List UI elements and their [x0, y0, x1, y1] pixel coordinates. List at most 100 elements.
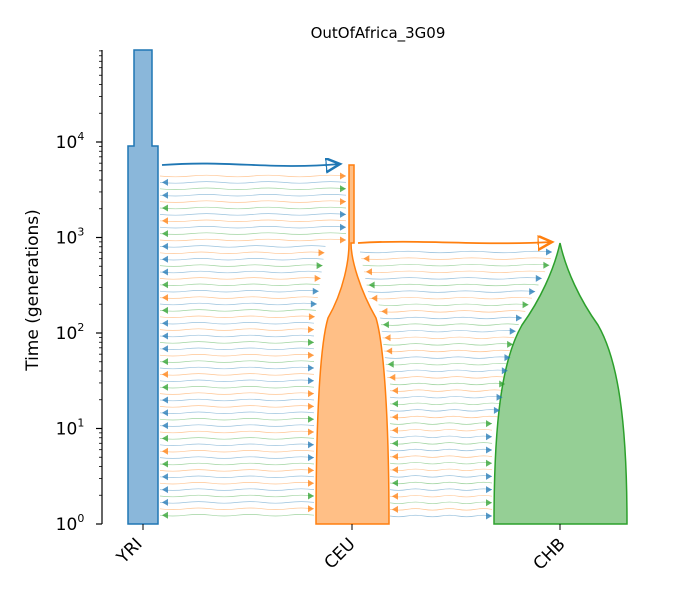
migration-line-yri-ceu	[159, 315, 315, 318]
deme-label-chb: CHB	[530, 534, 570, 574]
migration-arrowhead	[392, 492, 398, 500]
migration-arrowhead	[162, 242, 168, 250]
migration-line-ceu-chb	[362, 264, 550, 267]
migration-line-ceu-chb	[389, 514, 493, 518]
migration-line-yri-ceu	[159, 411, 315, 414]
migration-line-ceu-chb	[367, 290, 536, 293]
migration-line-yri-ceu	[159, 251, 325, 254]
migration-line-yri-ceu	[159, 469, 315, 472]
migration-line-yri-ceu	[159, 328, 315, 331]
migration-line-yri-ceu	[159, 206, 347, 210]
migration-arrowhead	[308, 428, 314, 436]
migration-arrowhead	[365, 268, 372, 276]
migration-line-ceu-chb	[389, 396, 503, 399]
migration-arrowhead	[486, 446, 492, 454]
migration-line-yri-ceu	[159, 418, 315, 421]
migration-line-yri-ceu	[159, 462, 315, 466]
migration-arrowhead	[392, 505, 398, 513]
migration-arrowhead	[392, 439, 398, 447]
migration-arrowhead	[162, 191, 168, 199]
migration-line-yri-ceu	[159, 322, 315, 325]
deme-ceu-shape	[315, 164, 390, 525]
migration-line-yri-ceu	[159, 232, 347, 235]
ancestry-arrow-yri-ceu	[161, 164, 340, 166]
migration-arrowhead	[493, 406, 500, 414]
migration-line-yri-ceu	[159, 360, 315, 363]
migration-line-ceu-chb	[379, 310, 526, 313]
migration-arrowhead	[162, 473, 168, 481]
migration-arrowhead	[308, 441, 314, 449]
migration-arrowhead	[318, 249, 325, 257]
migration-arrowhead	[368, 281, 375, 289]
migration-line-yri-ceu	[159, 392, 315, 395]
migration-arrowhead	[162, 332, 168, 340]
migration-line-yri-ceu	[159, 341, 315, 344]
migration-arrowhead	[543, 261, 550, 269]
migration-arrowhead	[162, 178, 168, 186]
migration-arrowhead	[162, 486, 168, 494]
migration-arrowhead	[371, 294, 378, 302]
migration-arrowhead	[162, 358, 168, 366]
migration-arrowhead	[363, 255, 370, 263]
migration-arrowhead	[162, 370, 168, 378]
migration-line-ceu-chb	[369, 297, 532, 300]
migration-arrowhead	[509, 327, 516, 335]
deme-label-ceu: CEU	[321, 534, 360, 573]
migration-line-ceu-chb	[381, 330, 516, 333]
migration-line-ceu-chb	[389, 422, 493, 425]
migration-line-yri-ceu	[159, 213, 347, 216]
migration-arrowhead	[486, 459, 492, 467]
migration-line-ceu-chb	[363, 270, 546, 273]
migration-line-yri-ceu	[159, 264, 323, 267]
migration-line-ceu-chb	[389, 508, 493, 511]
migration-arrowhead	[162, 345, 168, 353]
migration-arrowhead	[308, 505, 314, 513]
migration-line-yri-ceu	[159, 507, 315, 510]
migration-arrowhead	[392, 413, 398, 421]
migration-line-ceu-chb	[389, 402, 502, 405]
migration-line-ceu-chb	[389, 468, 493, 471]
migration-arrowhead	[340, 198, 346, 206]
migration-line-yri-ceu	[159, 501, 315, 504]
deme-label-yri: YRI	[112, 534, 146, 568]
migration-arrowhead	[308, 402, 314, 410]
migration-line-yri-ceu	[159, 386, 315, 389]
migration-arrowhead	[499, 380, 506, 388]
migration-line-yri-ceu	[159, 456, 315, 459]
migration-line-ceu-chb	[389, 435, 493, 438]
migration-arrowhead	[486, 486, 492, 494]
migration-arrowhead	[382, 321, 389, 329]
migration-line-ceu-chb	[382, 336, 515, 339]
migration-line-yri-ceu	[159, 443, 315, 446]
y-minor-ticks	[99, 50, 102, 496]
migration-arrowheads	[162, 172, 552, 520]
migration-arrowhead	[162, 396, 168, 404]
migration-line-yri-ceu	[159, 238, 347, 242]
migration-arrowhead	[162, 447, 168, 455]
migration-line-yri-ceu	[159, 194, 347, 197]
migration-line-yri-ceu	[159, 187, 347, 190]
migration-line-ceu-chb	[389, 462, 493, 465]
migration-arrowhead	[162, 498, 168, 506]
migration-line-yri-ceu	[159, 437, 315, 440]
migration-arrowhead	[308, 326, 314, 334]
migration-line-ceu-chb	[384, 356, 511, 359]
migration-line-yri-ceu	[159, 488, 315, 491]
migration-arrowhead	[486, 499, 492, 507]
migration-arrowhead	[392, 426, 398, 434]
migration-line-ceu-chb	[389, 501, 493, 504]
migration-line-ceu-chb	[389, 448, 493, 452]
migration-line-yri-ceu	[159, 334, 315, 338]
migration-arrowhead	[504, 354, 511, 362]
migration-arrowhead	[392, 400, 398, 408]
migration-line-yri-ceu	[159, 181, 347, 184]
y-tick-label: 101	[56, 417, 85, 440]
migration-arrowhead	[340, 210, 346, 218]
migration-line-yri-ceu	[159, 245, 326, 248]
migration-arrowhead	[162, 268, 168, 276]
migration-line-ceu-chb	[378, 303, 529, 306]
migration-line-yri-ceu	[159, 373, 315, 376]
migration-line-yri-ceu	[159, 270, 322, 274]
migration-arrowhead	[308, 351, 314, 359]
migration-line-yri-ceu	[159, 354, 315, 357]
